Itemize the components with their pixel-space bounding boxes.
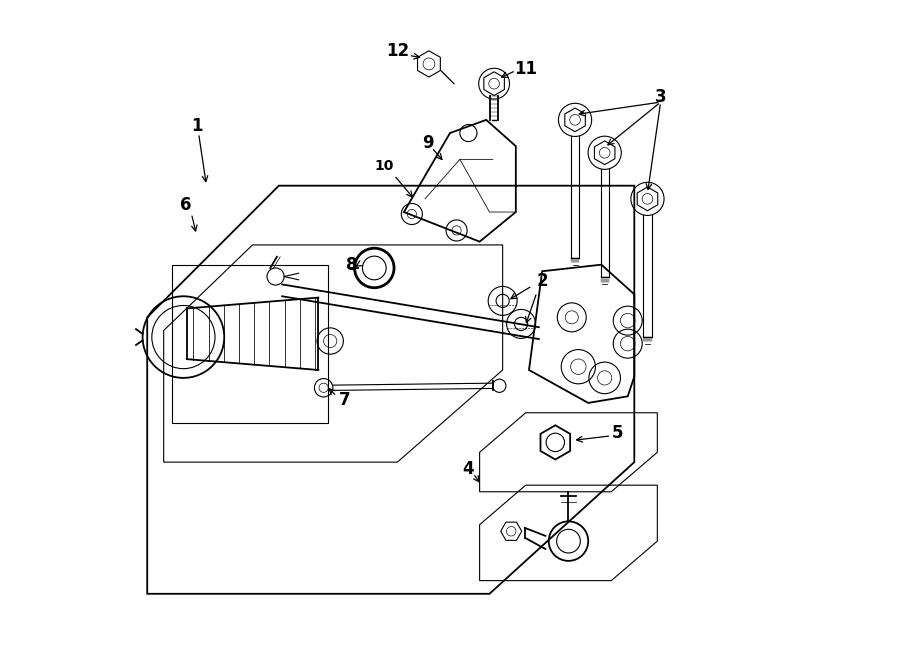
Text: 11: 11 bbox=[514, 59, 537, 77]
Text: 12: 12 bbox=[386, 42, 409, 59]
Text: 2: 2 bbox=[536, 272, 548, 290]
Text: 4: 4 bbox=[463, 460, 474, 478]
Text: 8: 8 bbox=[346, 256, 357, 274]
Text: 3: 3 bbox=[655, 88, 666, 106]
Text: 10: 10 bbox=[374, 159, 394, 173]
Text: 5: 5 bbox=[612, 424, 624, 442]
Text: 1: 1 bbox=[191, 118, 202, 136]
Text: 9: 9 bbox=[422, 134, 434, 152]
Text: 7: 7 bbox=[339, 391, 350, 408]
Text: 6: 6 bbox=[180, 196, 191, 214]
